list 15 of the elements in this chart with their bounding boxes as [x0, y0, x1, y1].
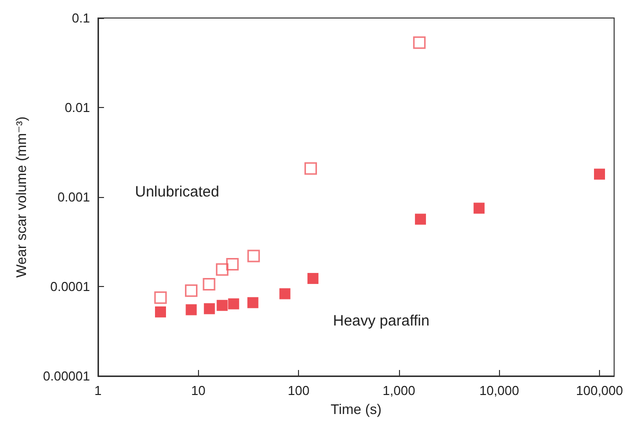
x-tick-label: 100: [288, 383, 310, 398]
annotation: Unlubricated: [135, 184, 220, 200]
x-tick-label: 1: [94, 383, 102, 398]
y-axis-title: Wear scar volume (mm⁻³): [13, 116, 29, 278]
y-tick-label: 0.00001: [43, 368, 90, 384]
x-tick-label: 1,000: [382, 383, 416, 398]
x-tick-label: 100,000: [576, 383, 624, 398]
x-tick-label: 10: [191, 383, 206, 398]
x-tick-label: 10,000: [479, 383, 520, 398]
y-tick-label: 0.1: [72, 10, 90, 26]
y-tick-label: 0.001: [57, 190, 90, 204]
y-tick-label: 0.01: [64, 100, 90, 115]
annotation: Heavy paraffin: [333, 312, 430, 330]
y-tick-label: 0.0001: [50, 279, 90, 294]
x-axis-title: Time (s): [330, 401, 382, 417]
